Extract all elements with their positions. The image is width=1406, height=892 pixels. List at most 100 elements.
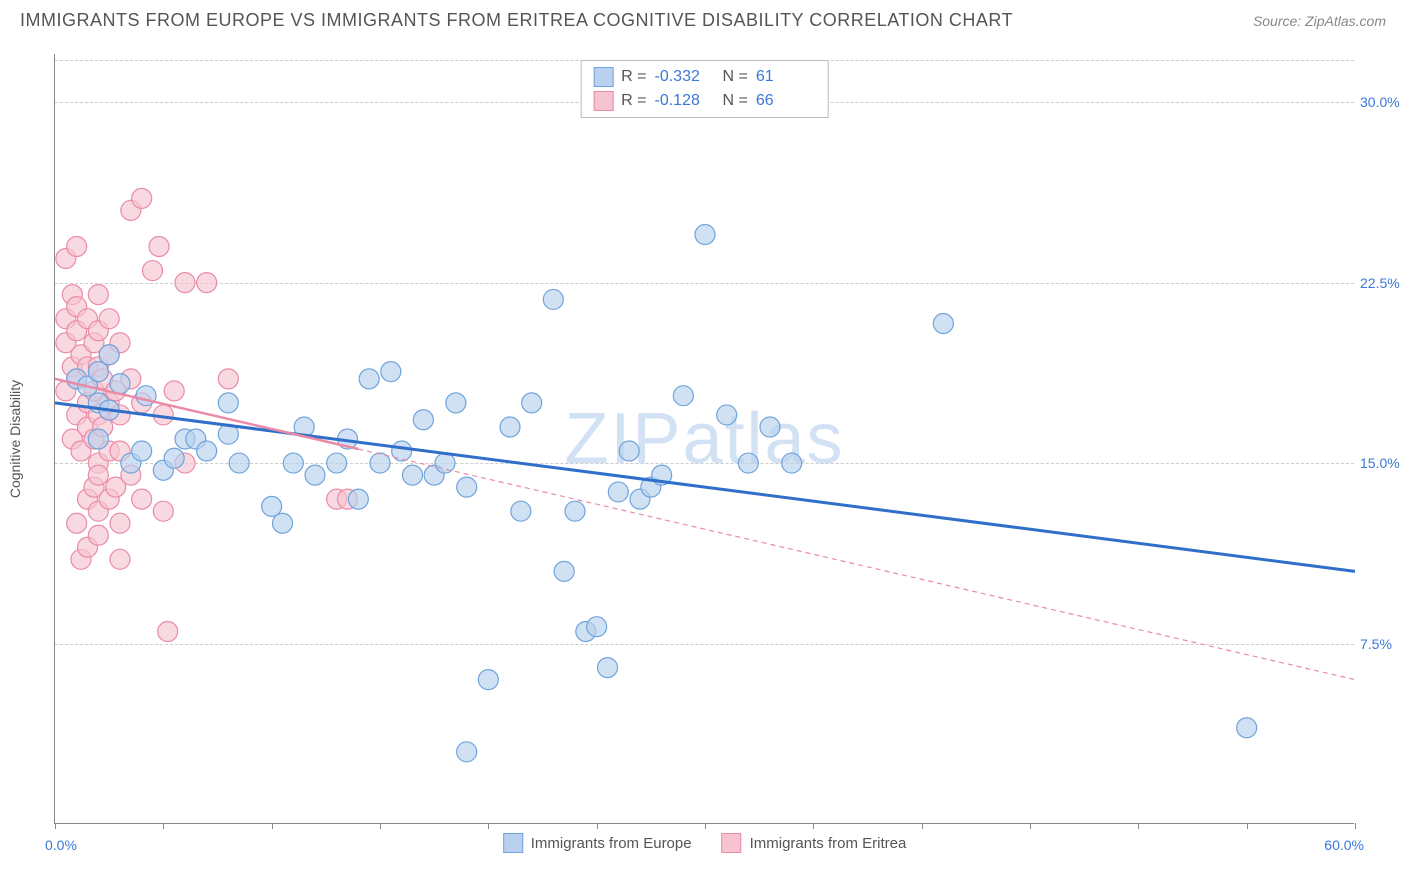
x-tick	[597, 823, 598, 829]
source-name: ZipAtlas.com	[1305, 13, 1386, 29]
data-point	[359, 369, 379, 389]
data-point	[738, 453, 758, 473]
data-point	[88, 429, 108, 449]
data-point	[381, 362, 401, 382]
data-point	[413, 410, 433, 430]
trend-line	[55, 403, 1355, 571]
data-point	[457, 477, 477, 497]
x-tick	[163, 823, 164, 829]
data-point	[446, 393, 466, 413]
n-value: 66	[756, 92, 816, 110]
legend-item: Immigrants from Eritrea	[722, 833, 907, 853]
data-point	[158, 622, 178, 642]
data-point	[88, 525, 108, 545]
data-point	[197, 441, 217, 461]
data-point	[782, 453, 802, 473]
data-point	[435, 453, 455, 473]
data-point	[67, 237, 87, 257]
bottom-legend: Immigrants from Europe Immigrants from Er…	[503, 833, 907, 853]
n-value: 61	[756, 68, 816, 86]
data-point	[153, 501, 173, 521]
y-tick-label: 7.5%	[1360, 636, 1406, 652]
legend-item: Immigrants from Europe	[503, 833, 692, 853]
r-value: -0.128	[655, 92, 715, 110]
data-point	[283, 453, 303, 473]
data-point	[565, 501, 585, 521]
data-point	[478, 670, 498, 690]
legend-label: Immigrants from Eritrea	[750, 835, 907, 852]
data-point	[305, 465, 325, 485]
stats-row: R = -0.128 N = 66	[593, 89, 816, 113]
trend-line-extrapolated	[358, 449, 1355, 680]
chart-plot-area: Cognitive Disability ZIPatlas 7.5%15.0%2…	[54, 54, 1354, 824]
data-point	[99, 309, 119, 329]
data-point	[164, 381, 184, 401]
x-tick	[813, 823, 814, 829]
n-label: N =	[723, 92, 748, 110]
data-point	[110, 549, 130, 569]
source-attribution: Source: ZipAtlas.com	[1253, 13, 1386, 29]
data-point	[273, 513, 293, 533]
data-point	[88, 285, 108, 305]
r-label: R =	[621, 92, 646, 110]
y-tick-label: 15.0%	[1360, 455, 1406, 471]
data-point	[99, 345, 119, 365]
series-swatch	[593, 91, 613, 111]
data-point	[673, 386, 693, 406]
data-point	[218, 393, 238, 413]
y-tick-label: 22.5%	[1360, 275, 1406, 291]
series-swatch	[503, 833, 523, 853]
data-point	[554, 561, 574, 581]
data-point	[229, 453, 249, 473]
data-point	[132, 441, 152, 461]
data-point	[218, 369, 238, 389]
data-point	[403, 465, 423, 485]
data-point	[543, 289, 563, 309]
stats-row: R = -0.332 N = 61	[593, 65, 816, 89]
data-point	[933, 314, 953, 334]
n-label: N =	[723, 68, 748, 86]
r-value: -0.332	[655, 68, 715, 86]
data-point	[67, 513, 87, 533]
series-swatch	[593, 67, 613, 87]
data-point	[197, 273, 217, 293]
data-point	[327, 453, 347, 473]
data-point	[110, 374, 130, 394]
data-point	[88, 465, 108, 485]
x-tick	[55, 823, 56, 829]
data-point	[522, 393, 542, 413]
data-point	[110, 513, 130, 533]
x-tick	[1030, 823, 1031, 829]
data-point	[695, 224, 715, 244]
source-label: Source:	[1253, 13, 1305, 29]
data-point	[132, 188, 152, 208]
data-point	[143, 261, 163, 281]
data-point	[511, 501, 531, 521]
data-point	[457, 742, 477, 762]
data-point	[760, 417, 780, 437]
data-point	[164, 448, 184, 468]
data-point	[598, 658, 618, 678]
data-point	[717, 405, 737, 425]
x-tick	[380, 823, 381, 829]
data-point	[149, 237, 169, 257]
y-axis-title: Cognitive Disability	[7, 379, 23, 497]
r-label: R =	[621, 68, 646, 86]
series-swatch	[722, 833, 742, 853]
data-point	[175, 273, 195, 293]
y-tick-label: 30.0%	[1360, 94, 1406, 110]
data-point	[608, 482, 628, 502]
x-tick	[488, 823, 489, 829]
x-tick	[922, 823, 923, 829]
x-axis-max-label: 60.0%	[1324, 837, 1364, 853]
data-point	[619, 441, 639, 461]
x-axis-min-label: 0.0%	[45, 837, 77, 853]
x-tick	[1247, 823, 1248, 829]
x-tick	[1355, 823, 1356, 829]
legend-label: Immigrants from Europe	[531, 835, 692, 852]
data-point	[348, 489, 368, 509]
correlation-stats-box: R = -0.332 N = 61 R = -0.128 N = 66	[580, 60, 829, 118]
scatter-plot-svg	[55, 54, 1354, 823]
x-tick	[705, 823, 706, 829]
data-point	[1237, 718, 1257, 738]
